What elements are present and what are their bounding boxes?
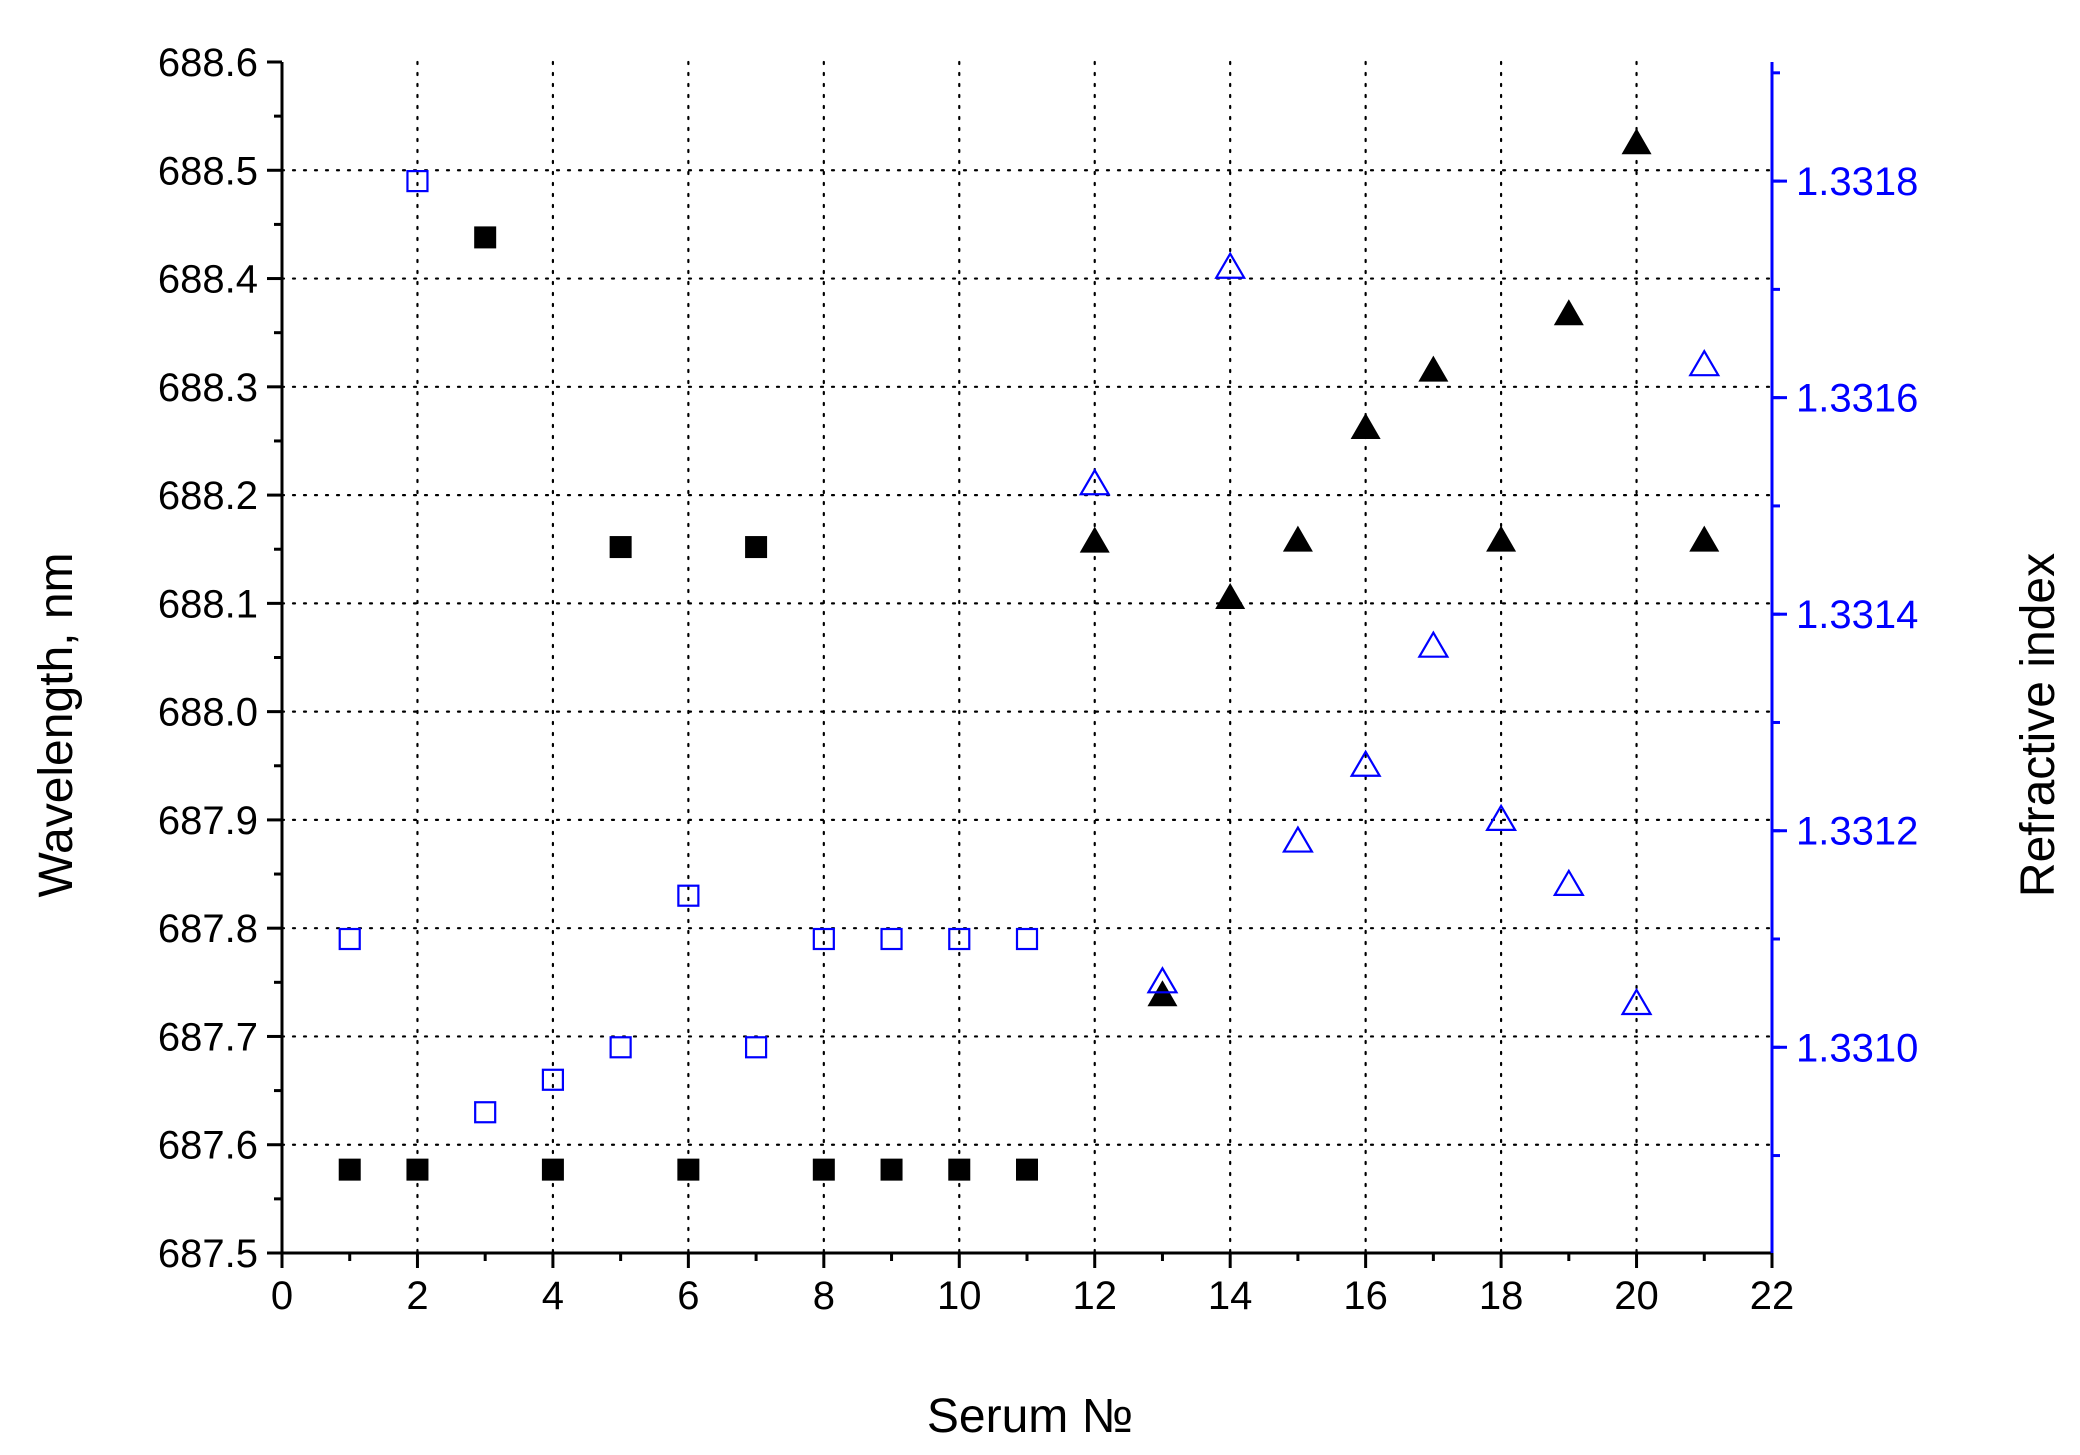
x-tick-label: 10 <box>937 1274 982 1318</box>
x-tick-label: 18 <box>1479 1274 1524 1318</box>
filled-triangle-point <box>1418 355 1449 382</box>
y-tick-label: 687.7 <box>158 1015 258 1059</box>
open-square-point <box>880 927 903 951</box>
open-triangle-point <box>1552 868 1585 896</box>
filled-triangle-point <box>1621 128 1652 155</box>
y2-axis-label: Refractive index <box>2012 553 2065 897</box>
open-square-point <box>677 884 700 907</box>
y-tick-label: 688.6 <box>158 41 258 85</box>
x-tick-label: 6 <box>677 1274 699 1318</box>
open-square-point <box>744 1036 768 1059</box>
x-tick-label: 16 <box>1343 1274 1388 1318</box>
filled-triangle-point <box>1553 299 1584 326</box>
filled-square-point <box>609 536 632 559</box>
filled-square-point <box>880 1158 903 1181</box>
open-triangle-point <box>1281 825 1314 853</box>
data-points <box>338 128 1721 1181</box>
tick-marks <box>267 60 1787 1268</box>
filled-triangle-point <box>1282 525 1313 552</box>
axes <box>280 62 1774 1255</box>
y-tick-label: 688.5 <box>158 149 258 193</box>
x-tick-label: 8 <box>813 1274 835 1318</box>
open-square-point <box>1015 927 1039 951</box>
x-tick-label: 20 <box>1614 1274 1659 1318</box>
filled-triangle-point <box>1689 525 1720 552</box>
open-triangle-point <box>1417 630 1450 658</box>
filled-square-point <box>474 226 497 249</box>
open-triangle-point <box>1485 803 1518 832</box>
filled-triangle-point <box>1215 582 1246 609</box>
open-square-point <box>338 927 361 951</box>
filled-triangle-point <box>1486 525 1517 552</box>
y2-tick-label: 1.3318 <box>1796 160 1918 204</box>
filled-square-point <box>677 1158 700 1181</box>
filled-triangle-point <box>1350 412 1381 439</box>
y-tick-label: 688.3 <box>158 366 258 410</box>
open-square-point <box>609 1036 632 1059</box>
open-triangle-point <box>1349 749 1382 777</box>
filled-square-point <box>812 1158 835 1181</box>
filled-square-point <box>541 1158 564 1181</box>
open-triangle-point <box>1078 468 1111 496</box>
y2-tick-label: 1.3314 <box>1796 593 1918 637</box>
x-axis-label: Serum № <box>927 1390 1133 1443</box>
y-tick-label: 687.8 <box>158 907 258 951</box>
y-axis-label: Wavelength, nm <box>30 552 83 897</box>
y2-tick-label: 1.3310 <box>1796 1026 1918 1070</box>
y-tick-label: 687.6 <box>158 1124 258 1168</box>
filled-square-point <box>745 536 768 559</box>
open-square-point <box>406 170 429 193</box>
open-square-point <box>948 927 971 951</box>
y2-tick-label: 1.3316 <box>1796 377 1918 421</box>
tick-labels: 0 2 4 6 8 10 12 14 16 18 20 22 687.5 687.6 687.7 687.8 6… <box>158 41 1918 1318</box>
filled-square-point <box>338 1158 361 1181</box>
y-tick-label: 688.4 <box>158 258 258 302</box>
x-tick-label: 2 <box>406 1274 428 1318</box>
y-tick-label: 688.2 <box>158 474 258 518</box>
open-triangle-point <box>1688 348 1721 377</box>
filled-square-point <box>1016 1158 1038 1181</box>
x-tick-label: 0 <box>271 1274 293 1318</box>
open-square-point <box>812 927 835 951</box>
y-tick-label: 688.0 <box>158 691 258 735</box>
grid-lines <box>280 60 1774 1255</box>
x-tick-label: 14 <box>1208 1274 1253 1318</box>
x-tick-label: 12 <box>1072 1274 1117 1318</box>
filled-square-point <box>406 1158 429 1181</box>
filled-triangle-point <box>1079 526 1110 553</box>
y2-tick-label: 1.3312 <box>1796 810 1918 854</box>
y-tick-label: 688.1 <box>158 582 258 626</box>
y-tick-label: 687.5 <box>158 1232 258 1276</box>
open-triangle-point <box>1146 966 1179 994</box>
y-tick-label: 687.9 <box>158 799 258 843</box>
open-square-point <box>541 1068 565 1091</box>
x-tick-label: 4 <box>542 1274 564 1318</box>
filled-square-point <box>948 1158 971 1181</box>
open-square-point <box>474 1101 497 1124</box>
x-tick-label: 22 <box>1750 1274 1795 1318</box>
open-triangle-point <box>1214 251 1247 279</box>
open-triangle-point <box>1620 987 1653 1016</box>
